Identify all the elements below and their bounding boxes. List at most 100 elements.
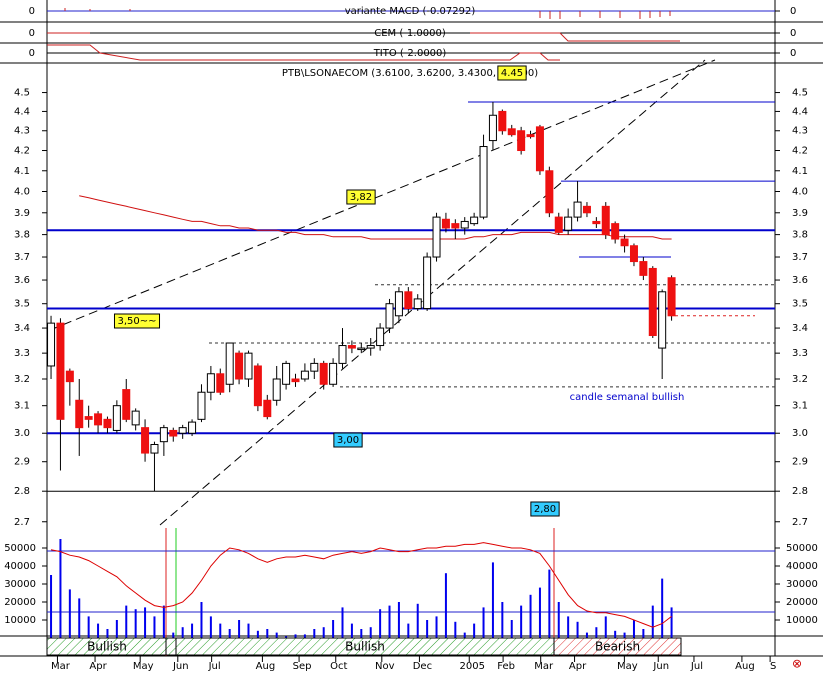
x-tick-label: Apr xyxy=(89,661,107,672)
candle-body xyxy=(131,410,140,426)
annotation-text: 2,80 xyxy=(534,504,556,515)
volume-bar xyxy=(435,616,438,638)
candle-body xyxy=(460,220,469,229)
candle-body xyxy=(188,421,197,434)
volume-bar xyxy=(379,609,382,638)
volume-bar xyxy=(454,621,457,638)
candle-body xyxy=(535,126,544,172)
x-tick-label: Jul xyxy=(208,661,221,672)
x-tick-label: Mar xyxy=(51,661,71,672)
y-tick-label: 4.3 xyxy=(14,126,30,137)
volume-tick-label: 50000 xyxy=(786,543,818,554)
x-tick-label: 2005 xyxy=(460,661,485,672)
volume-bar xyxy=(444,573,447,638)
y-tick-label: 3.4 xyxy=(792,323,808,334)
y-tick-label: 3.9 xyxy=(792,208,808,219)
candle-body xyxy=(103,418,112,429)
volume-bar xyxy=(614,630,617,638)
volume-bar xyxy=(303,634,306,638)
volume-bar xyxy=(538,587,541,638)
candle-body xyxy=(94,413,103,426)
trend-lines xyxy=(49,59,716,526)
volume-bar xyxy=(670,607,673,638)
volume-bar xyxy=(153,616,156,638)
volume-tick-label: 50000 xyxy=(4,543,36,554)
volume-bar xyxy=(661,578,664,638)
annotation: 4.45 xyxy=(497,65,527,81)
annotation-box xyxy=(333,432,363,448)
volume-bar xyxy=(369,627,372,638)
y-tick-label: 4.1 xyxy=(14,166,30,177)
y-tick-label: 4.1 xyxy=(792,166,808,177)
candle-body xyxy=(272,378,281,401)
annotation-text: 3,82 xyxy=(350,192,372,203)
band-label: Bearish xyxy=(595,640,640,654)
y-tick-label: 3.8 xyxy=(14,230,30,241)
y-tick-label: 3.0 xyxy=(14,428,30,439)
indicator-tick-label: 0 xyxy=(29,28,35,39)
annotation-text: 3,00 xyxy=(337,435,359,446)
volume-bar xyxy=(162,605,165,638)
volume-bar xyxy=(144,607,147,638)
volume-bar xyxy=(181,627,184,638)
volume-bar xyxy=(473,623,476,638)
volume-bar xyxy=(604,616,607,638)
candle-body xyxy=(141,427,150,454)
volume-bar xyxy=(68,589,71,638)
annotation: 2,80 xyxy=(530,501,560,517)
annotation-text: candle semanal bullish xyxy=(570,392,685,403)
candle-body xyxy=(629,245,638,263)
y-tick-label: 2.9 xyxy=(792,457,808,468)
candle-body xyxy=(470,216,479,225)
candle-body xyxy=(620,238,629,247)
x-tick-label: Jul xyxy=(690,661,703,672)
volume-tick-label: 40000 xyxy=(4,561,36,572)
volume-tick-label: 10000 xyxy=(4,615,36,626)
volume-bar xyxy=(388,605,391,638)
moving-average xyxy=(79,195,672,240)
volume-bar xyxy=(576,621,579,638)
candle-body xyxy=(225,342,234,385)
annotation-box xyxy=(530,501,560,517)
candle-body xyxy=(451,223,460,229)
frame xyxy=(0,0,823,657)
candle-body xyxy=(169,429,178,437)
volume-bar xyxy=(97,623,100,638)
y-tick-label: 2.8 xyxy=(792,486,808,497)
x-tick-label: Apr xyxy=(569,661,587,672)
candle-body xyxy=(159,427,168,443)
x-tick-label: Aug xyxy=(735,661,755,672)
y-tick-label: 3.1 xyxy=(14,401,30,412)
volume-bar xyxy=(238,620,241,638)
candle-body xyxy=(385,303,394,329)
x-tick-label: Oct xyxy=(330,661,347,672)
volume-bar xyxy=(426,620,429,638)
candle-body xyxy=(545,170,554,214)
volume-bar xyxy=(350,623,353,638)
volume-bar xyxy=(360,629,363,638)
candle-body xyxy=(376,327,385,347)
volume-bar xyxy=(407,623,410,638)
y-tick-label: 4.2 xyxy=(14,146,30,157)
candle-body xyxy=(216,373,225,393)
y-tick-label: 3.5 xyxy=(792,299,808,310)
volume-bar xyxy=(78,598,81,638)
candle-body xyxy=(564,216,573,231)
candle-body xyxy=(244,352,253,380)
x-tick-label: Feb xyxy=(497,661,515,672)
volume-bar xyxy=(463,632,466,638)
candle-body xyxy=(329,362,338,385)
close-icon[interactable]: ⊗ xyxy=(792,657,802,671)
candle-body xyxy=(601,205,610,236)
candle-body xyxy=(366,345,375,349)
volume-bar xyxy=(50,575,53,638)
candle-body xyxy=(56,322,65,420)
y-tick-label: 3.3 xyxy=(14,348,30,359)
volume-tick-label: 30000 xyxy=(4,579,36,590)
y-tick-label: 3.5 xyxy=(14,299,30,310)
volume-bar xyxy=(341,607,344,638)
volume-bar xyxy=(125,605,128,638)
x-tick-label: May xyxy=(133,661,154,672)
